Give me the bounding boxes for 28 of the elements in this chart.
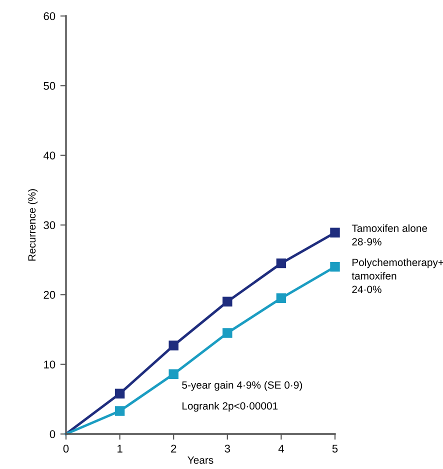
y-tick-label: 30 xyxy=(44,221,56,230)
series-label: Tamoxifen alone 28·9% xyxy=(352,224,428,246)
x-tick-label: 2 xyxy=(171,444,176,452)
y-tick-label: 20 xyxy=(44,290,56,299)
y-tick-label: 40 xyxy=(43,152,56,160)
point xyxy=(276,258,286,268)
x-tick-label: 4 xyxy=(278,444,284,452)
y-tick-label: 60 xyxy=(44,12,56,20)
x-tick-label: 0 xyxy=(63,444,69,453)
y-axis-title: Recurrence (%) xyxy=(28,189,38,261)
y-tick-label: 50 xyxy=(44,82,56,90)
x-tick-label: 1 xyxy=(118,444,122,452)
point xyxy=(222,328,232,338)
y-tick-label: 0 xyxy=(50,430,56,438)
y-tick-label: 10 xyxy=(44,360,56,368)
annotation: Logrank 2p<0·00001 xyxy=(182,402,278,412)
point xyxy=(330,262,340,272)
x-tick-label: 5 xyxy=(332,444,338,453)
annotation: 5-year gain 4·9% (SE 0·9) xyxy=(182,381,302,391)
point xyxy=(168,340,178,350)
point xyxy=(222,296,232,306)
x-tick-label: 3 xyxy=(224,444,230,453)
point xyxy=(168,369,178,379)
point xyxy=(114,388,125,398)
x-axis-title: Years xyxy=(188,456,214,464)
point xyxy=(330,228,340,238)
point xyxy=(276,293,286,304)
point xyxy=(114,406,125,416)
